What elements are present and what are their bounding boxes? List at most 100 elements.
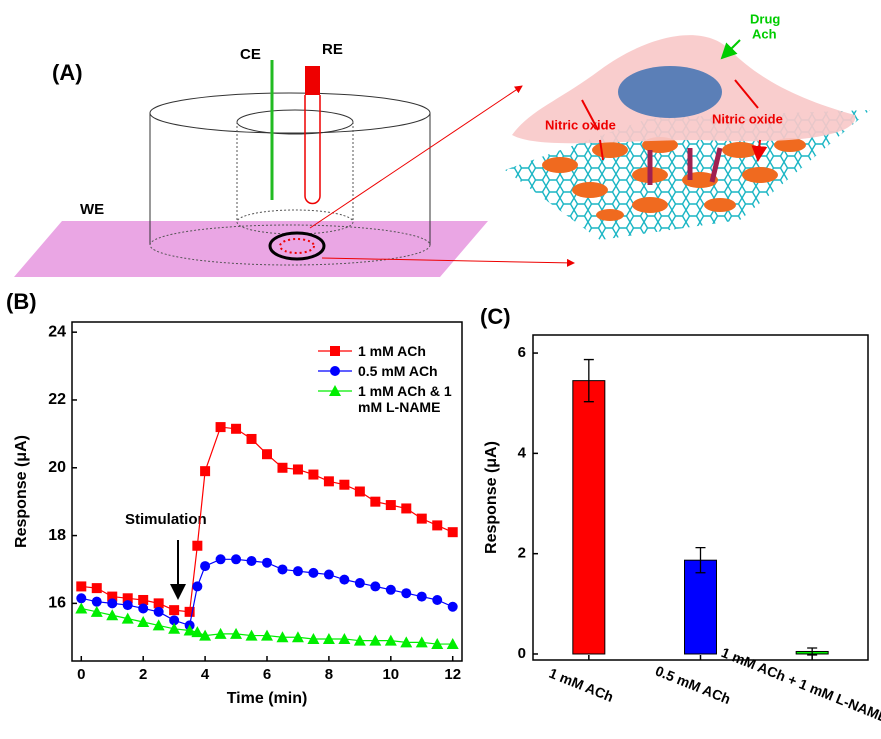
marker — [324, 476, 334, 486]
marker — [92, 597, 102, 607]
marker — [401, 588, 411, 598]
y-tick-label: 6 — [518, 344, 526, 361]
marker — [448, 602, 458, 612]
panel-label: (A) — [52, 60, 83, 85]
marker — [355, 487, 365, 497]
marker — [216, 554, 226, 564]
electrode-label: RE — [322, 41, 343, 58]
nucleus — [618, 66, 722, 118]
marker — [231, 554, 241, 564]
marker — [192, 581, 202, 591]
x-tick-label: 1 mM ACh — [547, 665, 616, 705]
drug-label: Ach — [752, 26, 777, 41]
marker — [262, 558, 272, 568]
x-tick-label: 8 — [325, 666, 333, 683]
y-axis-label: Response (μA) — [13, 435, 30, 548]
marker — [293, 464, 303, 474]
marker — [277, 463, 287, 473]
y-axis-label: Response (μA) — [483, 441, 500, 554]
marker — [417, 592, 427, 602]
series-line — [81, 559, 452, 625]
y-tick-label: 0 — [518, 645, 526, 662]
marker — [231, 424, 241, 434]
marker — [92, 583, 102, 593]
x-tick-label: 0.5 mM ACh — [653, 662, 733, 707]
marker — [216, 422, 226, 432]
marker — [75, 602, 87, 613]
marker — [417, 514, 427, 524]
no-label: Nitric oxide — [712, 111, 783, 126]
bar — [685, 560, 717, 654]
marker — [138, 603, 148, 613]
panel-a: (A) CE RE WE Drug Ach Nitric oxide Nitri… — [14, 11, 870, 277]
reference-electrode — [305, 66, 320, 95]
marker — [262, 449, 272, 459]
marker — [370, 497, 380, 507]
bar — [573, 381, 605, 654]
inner-top — [237, 110, 353, 134]
marker — [370, 581, 380, 591]
marker — [339, 480, 349, 490]
marker — [76, 581, 86, 591]
marker — [308, 470, 318, 480]
marker — [386, 585, 396, 595]
x-tick-label: 12 — [444, 666, 461, 683]
marker — [401, 503, 411, 513]
marker — [123, 600, 133, 610]
marker — [247, 434, 257, 444]
marker — [448, 527, 458, 537]
no-label: Nitric oxide — [545, 117, 616, 132]
y-tick-label: 20 — [48, 459, 66, 476]
marker — [308, 568, 318, 578]
figure: (A) CE RE WE Drug Ach Nitric oxide Nitri… — [0, 0, 881, 739]
marker — [107, 598, 117, 608]
electrode-label: CE — [240, 46, 261, 63]
legend-icon — [318, 383, 352, 399]
y-tick-label: 2 — [518, 545, 526, 562]
legend-text: 1 mM ACh — [358, 343, 426, 359]
electrode-label: WE — [80, 201, 104, 218]
legend-icon — [318, 363, 352, 379]
marker — [154, 607, 164, 617]
legend-entry: 1 mM ACh & 1 mM L-NAME — [318, 383, 468, 415]
marker — [432, 595, 442, 605]
x-tick-label: 2 — [139, 666, 147, 683]
y-tick-label: 18 — [48, 527, 66, 544]
marker — [293, 566, 303, 576]
marker — [247, 556, 257, 566]
zoom-arrow — [310, 86, 522, 228]
panel-label: (C) — [480, 304, 511, 329]
legend-entry: 1 mM ACh — [318, 343, 468, 359]
marker — [432, 520, 442, 530]
marker — [200, 466, 210, 476]
annotation: Stimulation — [125, 511, 207, 528]
cell-top — [150, 93, 430, 133]
legend: 1 mM ACh 0.5 mM ACh 1 mM ACh & 1 mM L-NAME — [318, 343, 468, 419]
x-tick-label: 10 — [382, 666, 399, 683]
y-tick-label: 16 — [48, 595, 66, 612]
marker — [169, 605, 179, 615]
x-axis-label: Time (min) — [227, 690, 308, 707]
marker — [76, 593, 86, 603]
marker — [330, 346, 340, 356]
x-tick-label: 1 mM ACh + 1 mM L-NAME — [719, 644, 881, 726]
marker — [324, 570, 334, 580]
marker — [330, 366, 340, 376]
marker — [386, 500, 396, 510]
legend-icon — [318, 343, 352, 359]
panel-label: (B) — [6, 289, 37, 314]
legend-entry: 0.5 mM ACh — [318, 363, 468, 379]
x-tick-label: 6 — [263, 666, 271, 683]
x-tick-label: 0 — [77, 666, 85, 683]
marker — [200, 561, 210, 571]
marker — [192, 541, 202, 551]
marker — [277, 564, 287, 574]
y-tick-label: 24 — [48, 323, 66, 340]
legend-text: 0.5 mM ACh — [358, 363, 438, 379]
legend-text: 1 mM ACh & 1 mM L-NAME — [358, 383, 468, 415]
marker — [355, 578, 365, 588]
x-tick-label: 4 — [201, 666, 210, 683]
marker — [339, 575, 349, 585]
y-tick-label: 4 — [518, 444, 527, 461]
y-tick-label: 22 — [48, 391, 66, 408]
